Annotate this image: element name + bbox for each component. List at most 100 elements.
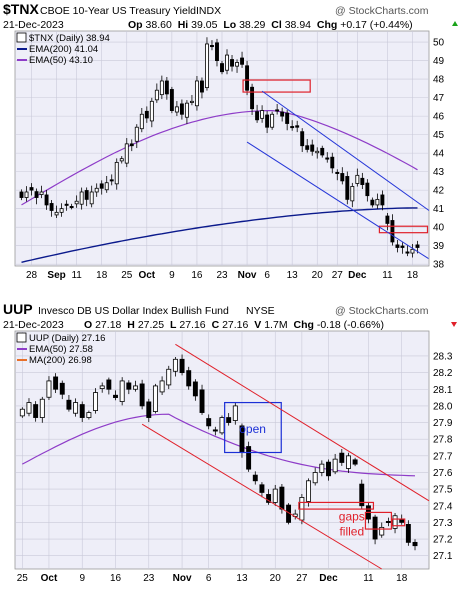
uup-y-tick-label: 27.4 (433, 501, 453, 512)
uup-candle-body (372, 516, 378, 540)
tnx-candle (315, 147, 320, 159)
uup-candle-body (319, 463, 325, 473)
tnx-chart-panel: $TNX CBOE 10-Year US Treasury Yield INDX… (0, 0, 463, 290)
uup-candle-body (199, 389, 205, 413)
tnx-candle-body (275, 109, 280, 112)
uup-candle (19, 407, 25, 418)
uup-candle (119, 377, 125, 406)
uup-candle-body (399, 519, 405, 523)
tnx-ema50-line (21, 110, 418, 206)
tnx-candle (355, 168, 360, 187)
uup-candle-body (172, 358, 178, 372)
uup-y-tick-label: 27.7 (433, 451, 453, 462)
tnx-candle-body (210, 45, 214, 48)
uup-watermark: @ StockCharts.com (335, 305, 429, 317)
tnx-legend-price: $TNX (Daily) 38.94 (29, 33, 110, 44)
tnx-candle-body (235, 62, 239, 67)
uup-candle-body (93, 392, 99, 411)
tnx-candle-body (114, 161, 119, 185)
tnx-candle (119, 156, 124, 164)
uup-candle (332, 453, 338, 475)
uup-x-tick-label: 20 (270, 573, 282, 584)
uup-candle-body (412, 541, 418, 547)
uup-candle (379, 522, 385, 538)
uup-chart-panel: UUP Invesco DB US Dollar Index Bullish F… (0, 300, 463, 590)
uup-filled-label: filled (339, 525, 364, 539)
tnx-open-value: 38.60 (146, 19, 172, 31)
tnx-candle (390, 214, 395, 246)
uup-date: 21-Dec-2023 (3, 319, 64, 331)
tnx-candle (104, 175, 109, 193)
tnx-x-tick-label: 11 (382, 270, 393, 281)
tnx-candle-body (69, 206, 74, 209)
uup-candle (226, 413, 232, 426)
tnx-chart: $TNX CBOE 10-Year US Treasury Yield INDX… (0, 0, 463, 290)
tnx-candle-body (29, 187, 34, 191)
uup-gaps-label: gaps (339, 510, 365, 524)
tnx-candle (230, 55, 234, 72)
tnx-y-tick-label: 39 (433, 241, 445, 252)
uup-open-box (224, 401, 282, 454)
uup-candle (312, 467, 318, 486)
tnx-candle-body (365, 182, 370, 197)
uup-x-tick-label: 27 (296, 573, 308, 584)
uup-y-tick-label: 27.8 (433, 435, 453, 446)
uup-candle (272, 484, 278, 506)
uup-down-arrow-icon (451, 322, 457, 327)
tnx-candle (59, 203, 64, 217)
uup-candle (139, 379, 145, 410)
tnx-candle-body (59, 208, 64, 213)
tnx-candle-body (124, 143, 129, 164)
tnx-legend-candle-swatch (16, 32, 27, 43)
uup-y-tick-label: 27.9 (433, 418, 453, 429)
tnx-candle-body (39, 191, 44, 195)
uup-candle (86, 410, 92, 420)
uup-candle-body (272, 488, 278, 503)
tnx-y-tick-label: 49 (433, 56, 445, 67)
tnx-candle-body (64, 203, 69, 206)
uup-candle-body (306, 480, 311, 502)
tnx-candle-body (295, 125, 300, 128)
uup-candle-body (33, 404, 39, 418)
uup-candle (113, 390, 118, 401)
tnx-candle (149, 97, 154, 128)
tnx-candle-body (34, 191, 39, 198)
uup-candle (405, 520, 411, 546)
tnx-candle-body (49, 203, 54, 211)
uup-channel-lower (141, 423, 382, 570)
tnx-candle (265, 111, 270, 134)
tnx-candle (49, 199, 54, 217)
tnx-candle (215, 38, 219, 67)
tnx-candle (325, 152, 330, 163)
tnx-candle-body (385, 215, 390, 224)
tnx-candle (89, 185, 94, 208)
uup-legend-candle-swatch (16, 332, 27, 343)
tnx-symbol: $TNX (3, 1, 39, 17)
tnx-candle-body (305, 145, 310, 150)
tnx-candle (300, 128, 305, 153)
uup-y-tick-label: 28.0 (433, 401, 453, 412)
tnx-candle (235, 59, 239, 73)
uup-candle-body (352, 459, 358, 465)
tnx-candle (375, 193, 380, 209)
tnx-candle (365, 179, 370, 202)
tnx-y-tick-label: 43 (433, 167, 445, 178)
uup-candle (345, 452, 351, 473)
tnx-candle (400, 242, 405, 254)
tnx-candle (134, 124, 139, 149)
tnx-candle-body (300, 131, 305, 147)
tnx-candle-body (290, 126, 295, 129)
tnx-candle-body (99, 183, 104, 189)
uup-change-label: Chg (293, 319, 313, 331)
tnx-legend: $TNX (Daily) 38.94 EMA(200) 41.04 EMA(50… (16, 32, 110, 66)
tnx-low-value: 38.29 (239, 19, 265, 31)
uup-candle (319, 460, 325, 477)
uup-candle (73, 398, 79, 417)
tnx-y-tick-label: 40 (433, 223, 445, 234)
tnx-candle (179, 99, 184, 120)
uup-candle (252, 471, 258, 485)
tnx-candle-body (44, 194, 49, 206)
uup-y-tick-label: 27.6 (433, 468, 453, 479)
uup-x-tick-label: Oct (41, 573, 58, 584)
